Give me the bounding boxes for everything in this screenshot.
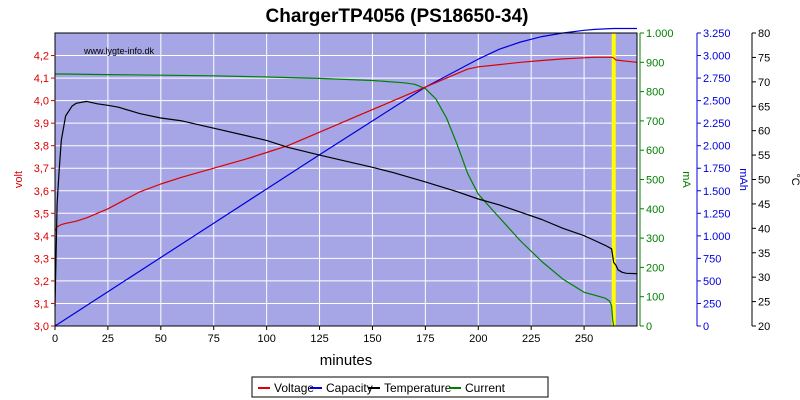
x-tick-label: 25 [102, 333, 114, 345]
mah-tick-label: 1.000 [703, 231, 731, 243]
x-tick-label: 50 [155, 333, 167, 345]
series-voltage [54, 56, 638, 232]
series-temperature [54, 100, 638, 307]
mah-tick-label: 500 [703, 276, 721, 288]
temp-tick-label: 35 [758, 248, 770, 260]
mah-tick-label: 250 [703, 298, 721, 310]
mah-tick-label: 3.000 [703, 51, 731, 63]
volt-axis-label: volt [13, 171, 25, 188]
x-tick-label: 125 [310, 333, 328, 345]
ma-tick-label: 500 [646, 175, 664, 187]
mah-tick-label: 1.750 [703, 163, 731, 175]
legend-label-capacity: Capacity [326, 381, 373, 395]
mah-tick-label: 750 [703, 253, 721, 265]
watermark: www.lygte-info.dk [83, 46, 155, 56]
x-tick-label: 0 [52, 333, 58, 345]
mah-tick-label: 1.250 [703, 208, 731, 220]
mah-tick-label: 2.000 [703, 141, 731, 153]
x-tick-label: 225 [522, 333, 540, 345]
ma-tick-label: 200 [646, 262, 664, 274]
series-capacity [54, 27, 637, 327]
temp-axis-label: °C [789, 173, 800, 185]
series-layer [54, 27, 638, 327]
mah-tick-label: 3.250 [703, 28, 731, 40]
plot-frame [54, 32, 638, 327]
ma-tick-label: 600 [646, 145, 664, 157]
x-tick-label: 175 [416, 333, 434, 345]
ma-tick-label: 800 [646, 87, 664, 99]
volt-tick-label: 3,9 [34, 118, 49, 130]
temp-tick-label: 80 [758, 28, 770, 40]
volt-tick-label: 3,1 [34, 298, 49, 310]
ma-tick-label: 900 [646, 57, 664, 69]
legend-label-current: Current [465, 381, 506, 395]
volt-tick-label: 4,1 [34, 73, 49, 85]
ma-tick-label: 300 [646, 233, 664, 245]
temp-tick-label: 70 [758, 77, 770, 89]
mah-tick-label: 2.500 [703, 96, 731, 108]
volt-tick-label: 3,0 [34, 321, 49, 333]
axes-layer: 0 25 50 75 100 125 150 175 200 225 2503,03,13,23,3… [13, 28, 800, 345]
x-axis-label: minutes [320, 352, 373, 369]
ma-axis-label: mA [680, 171, 692, 188]
mah-tick-label: 2.250 [703, 118, 731, 130]
plot-area [55, 33, 637, 326]
temp-tick-label: 75 [758, 52, 770, 64]
mah-axis-label: mAh [737, 168, 749, 191]
volt-tick-label: 3,6 [34, 186, 49, 198]
volt-tick-label: 3,2 [34, 276, 49, 288]
volt-tick-label: 3,3 [34, 253, 49, 265]
x-tick-label: 150 [363, 333, 381, 345]
temp-tick-label: 50 [758, 175, 770, 187]
mah-tick-label: 1.500 [703, 186, 731, 198]
volt-tick-label: 3,8 [34, 141, 49, 153]
temp-tick-label: 30 [758, 272, 770, 284]
x-tick-label: 100 [257, 333, 275, 345]
legend: Voltage Capacity Temperature Current [251, 376, 549, 398]
temp-tick-label: 40 [758, 223, 770, 235]
temp-tick-label: 65 [758, 101, 770, 113]
ma-tick-label: 1.000 [646, 28, 674, 40]
temp-tick-label: 20 [758, 321, 770, 333]
volt-tick-label: 3,5 [34, 208, 49, 220]
mah-tick-label: 2.750 [703, 73, 731, 85]
legend-label-temperature: Temperature [384, 381, 452, 395]
chart-title: ChargerTP4056 (PS18650-34) [266, 6, 529, 27]
volt-tick-label: 4,2 [34, 51, 49, 63]
temp-tick-label: 55 [758, 150, 770, 162]
ma-tick-label: 100 [646, 292, 664, 304]
volt-tick-label: 3,4 [34, 231, 49, 243]
x-tick-label: 250 [575, 333, 593, 345]
legend-box [251, 376, 549, 398]
volt-tick-label: 3,7 [34, 163, 49, 175]
temp-tick-label: 25 [758, 297, 770, 309]
ma-tick-label: 400 [646, 204, 664, 216]
temp-tick-label: 45 [758, 199, 770, 211]
volt-tick-label: 4,0 [34, 96, 49, 108]
ma-tick-label: 700 [646, 116, 664, 128]
x-tick-label: 75 [208, 333, 220, 345]
temp-tick-label: 60 [758, 126, 770, 138]
series-current [55, 73, 615, 327]
ma-tick-label: 0 [646, 321, 652, 333]
mah-tick-label: 0 [703, 321, 709, 333]
x-tick-label: 200 [469, 333, 487, 345]
legend-label-voltage: Voltage [274, 381, 314, 395]
